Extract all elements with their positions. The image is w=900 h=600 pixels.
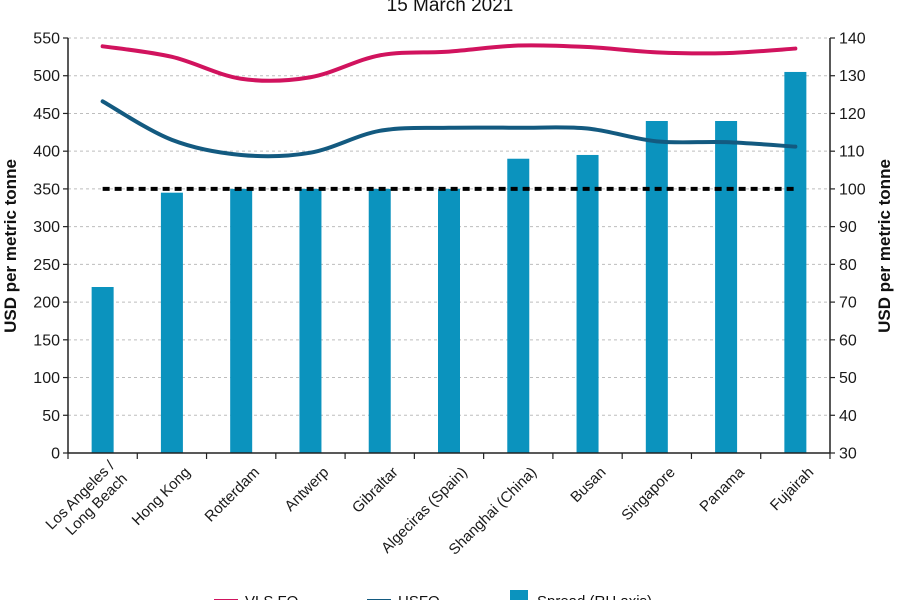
chart-title: 15 March 2021: [387, 0, 514, 16]
x-tick-label-line: Rotterdam: [202, 464, 264, 526]
spread-bar: [230, 188, 253, 453]
lines: [100, 43, 798, 159]
y-tick-label-left: 50: [42, 408, 60, 425]
x-tick-label-line: Busan: [567, 464, 609, 506]
y-tick-label-right: 50: [839, 370, 857, 387]
y-tick-label-left: 250: [33, 257, 60, 274]
y-tick-label-left: 200: [33, 295, 60, 312]
y-tick-label-right: 130: [839, 68, 866, 85]
x-tick-label: Busan: [567, 464, 609, 506]
x-tick-label-line: Hong Kong: [129, 464, 194, 529]
vls-fo-line: [100, 43, 798, 83]
y-axis-label-right: USD per metric tonne: [875, 159, 894, 333]
spread-bar: [645, 121, 668, 453]
x-tick-label: Singapore: [618, 464, 678, 524]
x-tick-label-line: Panama: [696, 463, 748, 515]
y-tick-label-left: 400: [33, 144, 60, 161]
y-tick-label-left: 450: [33, 106, 60, 123]
x-tick-label: Antwerp: [281, 464, 332, 515]
spread-bar: [715, 121, 738, 453]
y-tick-label-right: 40: [839, 408, 857, 425]
y-axis-label-left: USD per metric tonne: [1, 159, 20, 333]
y-tick-label-left: 550: [33, 31, 60, 48]
spread-bar: [299, 188, 322, 453]
x-tick-label-line: Fujairah: [767, 464, 817, 514]
y-tick-label-right: 30: [839, 446, 857, 463]
x-tick-label: Fujairah: [767, 464, 817, 514]
y-tick-label-left: 350: [33, 181, 60, 198]
bars: [91, 71, 807, 454]
x-tick-label-line: Singapore: [618, 464, 678, 524]
spread-bar: [438, 188, 460, 453]
y-tick-label-left: 100: [33, 370, 60, 387]
x-tick-label: Gibraltar: [349, 464, 402, 517]
y-tick-label-right: 80: [839, 257, 857, 274]
y-tick-label-right: 90: [839, 219, 857, 236]
y-tick-label-right: 70: [839, 295, 857, 312]
x-tick-label-line: Antwerp: [281, 464, 332, 515]
y-tick-label-right: 60: [839, 332, 857, 349]
y-tick-label-left: 500: [33, 68, 60, 85]
legend-label: VLS FO: [245, 593, 298, 600]
y-tick-label-right: 110: [839, 144, 865, 161]
spread-bar: [576, 154, 599, 454]
y-tick-label-left: 150: [33, 332, 60, 349]
y-tick-label-right: 140: [839, 31, 866, 48]
spread-bar: [784, 71, 807, 454]
hsfo-line: [100, 99, 798, 159]
x-tick-label: Hong Kong: [129, 464, 194, 529]
x-tick-label: Los Angeles /Long Beach: [42, 457, 131, 546]
legend-swatch: [510, 590, 528, 600]
x-tick-label: Rotterdam: [202, 464, 264, 526]
legend-label: Spread (RH axis): [537, 593, 652, 600]
spread-bar: [368, 188, 391, 453]
y-tick-label-right: 120: [839, 106, 866, 123]
y-tick-label-left: 0: [51, 446, 60, 463]
spread-bar: [160, 192, 183, 453]
y-tick-label-right: 100: [839, 181, 866, 198]
legend-label: HSFO: [398, 593, 440, 600]
y-tick-label-left: 300: [33, 219, 60, 236]
legend: VLS FO HSFO Spread (RH axis): [214, 590, 652, 600]
spread-bar: [91, 287, 114, 453]
spread-bar: [507, 158, 530, 453]
x-tick-label: Panama: [696, 463, 748, 515]
x-tick-label-line: Gibraltar: [349, 464, 402, 517]
